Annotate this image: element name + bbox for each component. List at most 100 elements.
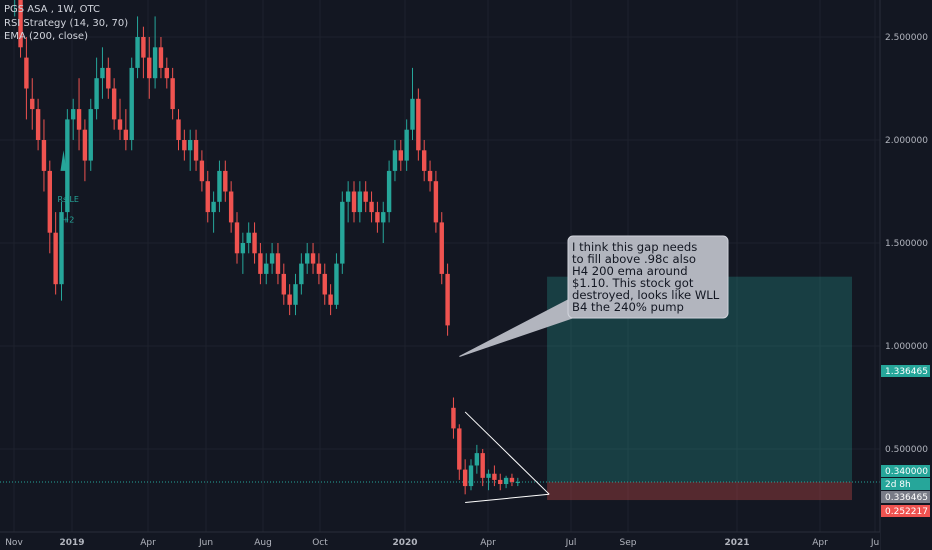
candle [211,191,216,233]
candle-body [223,170,228,192]
candle-body [35,109,41,140]
ema-legend[interactable]: EMA (200, close) [4,31,88,42]
candle-body [100,67,105,79]
candle [310,243,316,274]
callout-box[interactable] [567,235,729,319]
candle [293,273,298,316]
candle [18,0,23,58]
candle-body [30,98,35,110]
candle-body [47,170,52,233]
candle [445,263,450,336]
candle [386,160,392,223]
candle [170,67,175,120]
symbol-title[interactable]: PGS ASA , 1W, OTC [4,4,101,15]
candle-body [71,109,76,120]
candle [322,263,327,305]
price-scale-background [880,0,932,550]
loss-zone[interactable] [547,481,852,501]
candle [106,57,111,99]
candle-body [275,253,281,274]
candle-body [299,263,304,285]
candle [258,243,263,285]
candle [509,473,515,487]
candle [281,263,286,305]
annotation-callout-text[interactable]: I think this gap needs to fill above .98… [572,240,720,314]
candle-body [451,407,456,429]
candle-body [503,477,509,485]
price-badge: 1.336465 [881,365,930,377]
candle-body [498,479,503,485]
candle [82,119,88,182]
candle-body [129,67,134,140]
candle-body [457,428,462,470]
candle [474,444,480,474]
candle-body [316,263,322,274]
candle [135,16,140,79]
candle-body [111,88,117,120]
wedge-lower-line[interactable] [465,493,550,504]
candle [369,191,374,223]
candle-body [76,109,82,130]
candle [199,150,205,192]
x-tick-label: Sep [620,538,637,548]
candle-body [53,232,58,285]
signal-arrow-icon [60,150,67,171]
candle-body [217,170,222,202]
candle-body [486,473,491,478]
x-tick-label: Apr [480,538,496,548]
drawings-group[interactable]: RsiLE +2 [58,150,729,504]
candle [340,191,345,274]
candle [14,0,16,17]
candle-body [199,160,205,182]
x-tick-label: Jun [198,538,213,548]
y-tick-label: 2.000000 [885,136,928,146]
candle [375,201,380,233]
candle-body [182,140,187,151]
candle [152,16,158,89]
candle-body [234,222,240,254]
wedge-upper-line[interactable] [464,411,550,495]
candle-body [141,37,146,58]
candle-body [392,150,398,171]
candle [299,253,304,295]
price-axis[interactable]: 4.5000004.0000003.5000003.0000002.500000… [885,0,928,455]
candle [246,222,251,254]
candle-body [170,78,175,110]
candle [24,37,29,120]
candle [164,57,169,89]
candle-body [82,129,88,161]
price-badge-bg [881,365,930,377]
candle [141,26,146,79]
candle [416,88,421,161]
candle-body [252,232,257,254]
candle-body [258,253,263,274]
candle [217,160,222,213]
candle-body [123,129,129,140]
candle [363,181,368,213]
strategy-legend[interactable]: RSI Strategy (14, 30, 70) [4,17,129,29]
candle-body [509,477,515,482]
y-tick-label: 2.500000 [885,33,928,43]
candle-body [205,181,210,213]
x-tick-label: Jul [565,538,577,548]
price-badge-bg [881,505,930,517]
candle [427,160,433,192]
candle-body [41,140,47,171]
candle-body [386,170,392,213]
y-tick-label: 1.000000 [885,342,928,352]
time-axis[interactable]: Nov 2019 Apr Jun Aug Oct 2020 Apr Jul Sep 2021 Apr J… [5,538,879,548]
candle [53,212,58,295]
candle-body [135,37,140,68]
candle-body [439,222,444,274]
price-badge: 0.340000 [881,465,930,477]
candle-body [474,453,480,466]
y-tick-label: 1.500000 [885,239,928,249]
price-badge-bg [881,478,930,490]
candle [240,232,246,274]
candle-body [117,119,123,130]
x-tick-label: Apr [812,538,828,548]
candle-body [193,140,199,161]
x-tick-label: Ju [870,538,879,548]
candle-body [322,273,327,295]
